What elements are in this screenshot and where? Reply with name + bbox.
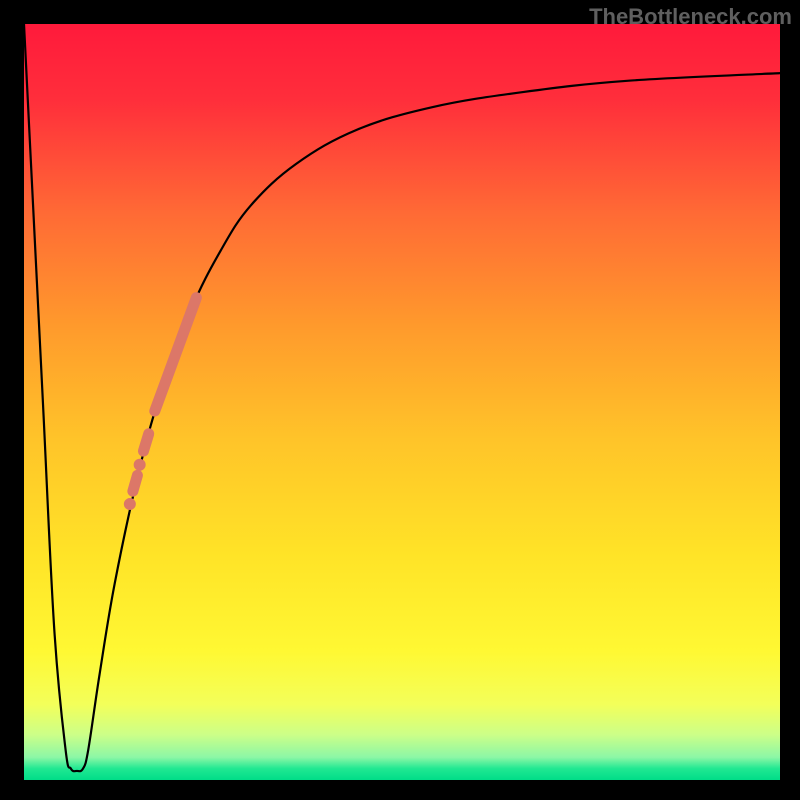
watermark-text: TheBottleneck.com	[589, 4, 792, 30]
highlight-dot	[124, 498, 136, 510]
highlight-segment	[133, 475, 138, 491]
highlight-segment	[143, 434, 148, 451]
chart-svg	[24, 24, 780, 780]
gradient-background	[24, 24, 780, 780]
chart-container: TheBottleneck.com	[0, 0, 800, 800]
plot-area	[24, 24, 780, 780]
highlight-dot	[134, 459, 146, 471]
